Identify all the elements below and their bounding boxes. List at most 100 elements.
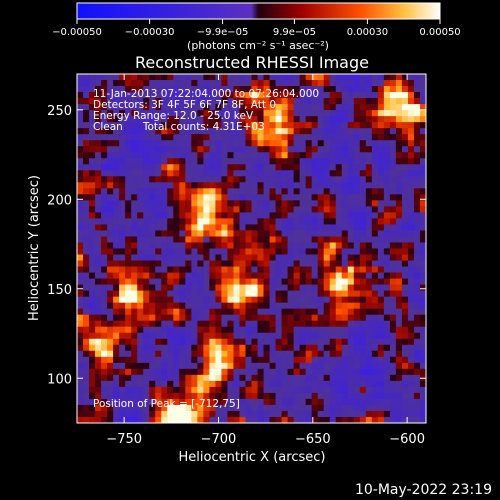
- heatmap-cell: [341, 302, 349, 310]
- heatmap-cell: [125, 182, 132, 189]
- heatmap-cell: [263, 98, 270, 105]
- heatmap-cell: [275, 74, 282, 81]
- heatmap-cell: [419, 194, 426, 201]
- heatmap-cell: [317, 218, 325, 225]
- heatmap-cell: [197, 344, 204, 352]
- heatmap-cell: [221, 194, 228, 201]
- heatmap-cell: [119, 170, 126, 177]
- heatmap-cell: [359, 182, 367, 189]
- heatmap-cell: [323, 74, 331, 81]
- heatmap-cell: [191, 110, 198, 117]
- heatmap-cell: [311, 374, 319, 382]
- heatmap-cell: [323, 116, 331, 123]
- heatmap-cell: [89, 338, 96, 346]
- heatmap-cell: [143, 74, 150, 81]
- heatmap-cell: [167, 242, 174, 249]
- heatmap-cell: [335, 122, 343, 129]
- heatmap-cell: [299, 98, 307, 105]
- heatmap-cell: [377, 338, 385, 346]
- heatmap-cell: [197, 350, 204, 358]
- heatmap-cell: [317, 182, 325, 189]
- heatmap-cell: [113, 98, 120, 105]
- heatmap-cell: [413, 260, 421, 267]
- heatmap-cell: [185, 146, 192, 153]
- heatmap-cell: [287, 116, 295, 123]
- heatmap-cell: [95, 116, 102, 123]
- heatmap-cell: [419, 74, 426, 81]
- peak-position-label: Position of Peak = [-712,75]: [93, 398, 240, 410]
- heatmap-cell: [335, 290, 343, 298]
- heatmap-cell: [173, 320, 180, 328]
- heatmap-cell: [347, 170, 355, 177]
- heatmap-cell: [83, 134, 90, 141]
- heatmap-cell: [395, 176, 403, 183]
- heatmap-cell: [245, 224, 252, 231]
- heatmap-cell: [143, 242, 150, 249]
- heatmap-cell: [245, 416, 252, 423]
- heatmap-cell: [353, 104, 361, 111]
- heatmap-cell: [287, 296, 295, 304]
- heatmap-cell: [185, 188, 192, 195]
- heatmap-cell: [149, 116, 156, 123]
- heatmap-cell: [329, 104, 337, 111]
- heatmap-cell: [173, 308, 180, 316]
- heatmap-cell: [383, 80, 391, 87]
- heatmap-cell: [401, 206, 409, 213]
- heatmap-cell: [389, 404, 397, 412]
- heatmap-cell: [209, 188, 216, 195]
- heatmap-cell: [77, 86, 84, 93]
- heatmap-cell: [155, 398, 162, 406]
- heatmap-cell: [173, 392, 180, 400]
- heatmap-cell: [389, 398, 397, 406]
- heatmap-cell: [371, 392, 379, 400]
- heatmap-cell: [305, 320, 313, 328]
- heatmap-cell: [275, 380, 282, 388]
- heatmap-cell: [77, 350, 84, 358]
- heatmap-cell: [281, 308, 289, 316]
- heatmap-cell: [383, 74, 391, 81]
- heatmap-cell: [263, 92, 270, 99]
- heatmap-cell: [89, 98, 96, 105]
- heatmap-cell: [233, 140, 240, 147]
- heatmap-cell: [77, 92, 84, 99]
- heatmap-cell: [413, 206, 421, 213]
- heatmap-cell: [407, 218, 415, 225]
- heatmap-cell: [131, 194, 138, 201]
- heatmap-cell: [137, 176, 144, 183]
- heatmap-cell: [329, 146, 337, 153]
- heatmap-cell: [83, 146, 90, 153]
- heatmap-cell: [233, 386, 240, 394]
- heatmap-cell: [245, 314, 252, 322]
- heatmap-cell: [389, 416, 397, 423]
- heatmap-cell: [281, 236, 289, 243]
- heatmap-cell: [365, 278, 373, 286]
- heatmap-cell: [281, 146, 289, 153]
- heatmap-cell: [371, 290, 379, 298]
- heatmap-cell: [167, 170, 174, 177]
- heatmap-cell: [209, 404, 216, 412]
- heatmap-cell: [107, 374, 114, 382]
- heatmap-cell: [353, 128, 361, 135]
- heatmap-cell: [269, 314, 276, 322]
- heatmap-cell: [311, 146, 319, 153]
- heatmap-cell: [143, 410, 150, 418]
- heatmap-cell: [89, 356, 96, 364]
- heatmap-cell: [191, 386, 198, 394]
- heatmap-cell: [371, 272, 379, 279]
- heatmap-cell: [371, 188, 379, 195]
- heatmap-cell: [83, 128, 90, 135]
- heatmap-cell: [299, 410, 307, 418]
- heatmap-cell: [161, 236, 168, 243]
- heatmap-cell: [401, 260, 409, 267]
- heatmap-cell: [131, 188, 138, 195]
- heatmap-cell: [113, 248, 120, 255]
- heatmap-cell: [269, 206, 276, 213]
- heatmap-cell: [221, 410, 228, 418]
- heatmap-cell: [113, 152, 120, 159]
- heatmap-cell: [77, 224, 84, 231]
- heatmap-cell: [83, 158, 90, 165]
- heatmap-cell: [401, 254, 409, 261]
- heatmap-cell: [419, 164, 426, 171]
- heatmap-cell: [149, 398, 156, 406]
- heatmap-cell: [245, 200, 252, 207]
